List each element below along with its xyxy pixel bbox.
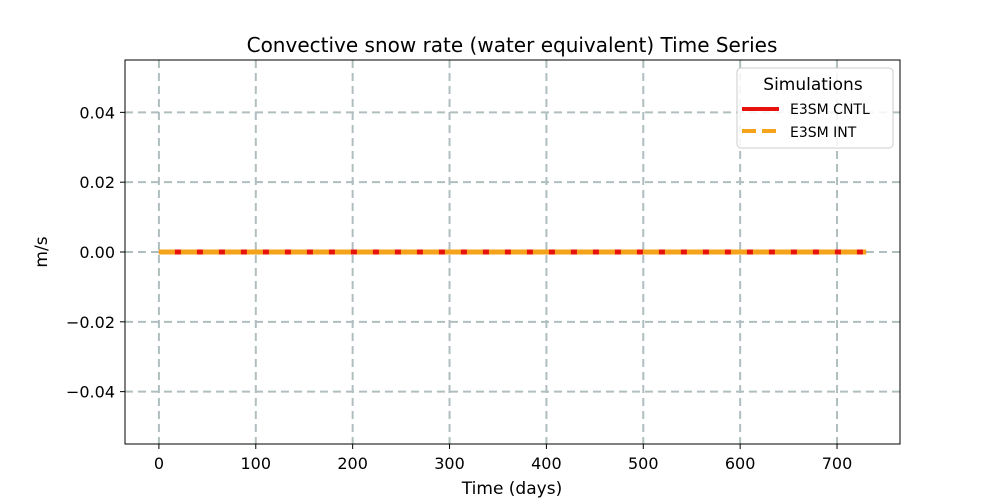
x-tick-label: 700 — [822, 454, 853, 473]
y-tick-label: −0.02 — [66, 313, 115, 332]
legend: Simulations E3SM CNTL E3SM INT — [736, 67, 894, 149]
y-tick-label: 0.02 — [79, 173, 115, 192]
legend-box — [736, 67, 894, 149]
chart-title: Convective snow rate (water equivalent) … — [247, 33, 778, 57]
y-tick-label: 0.04 — [79, 103, 115, 122]
x-tick-label: 100 — [241, 454, 272, 473]
x-tick-label: 500 — [628, 454, 659, 473]
legend-label-int: E3SM INT — [790, 125, 857, 141]
x-axis-title: Time (days) — [461, 479, 562, 499]
x-tick-label: 600 — [725, 454, 756, 473]
y-axis-ticks: −0.04 −0.02 0.00 0.02 0.04 — [66, 103, 125, 402]
y-tick-label: −0.04 — [66, 383, 115, 402]
x-tick-label: 0 — [154, 454, 164, 473]
y-axis-title: m/s — [32, 236, 52, 267]
x-tick-label: 400 — [531, 454, 562, 473]
grid-lines — [125, 60, 900, 444]
x-tick-label: 200 — [337, 454, 368, 473]
y-tick-label: 0.00 — [79, 243, 115, 262]
legend-title: Simulations — [763, 75, 863, 95]
x-axis-ticks: 0 100 200 300 400 500 600 700 — [154, 444, 852, 473]
x-tick-label: 300 — [434, 454, 465, 473]
legend-label-cntl: E3SM CNTL — [790, 102, 870, 118]
